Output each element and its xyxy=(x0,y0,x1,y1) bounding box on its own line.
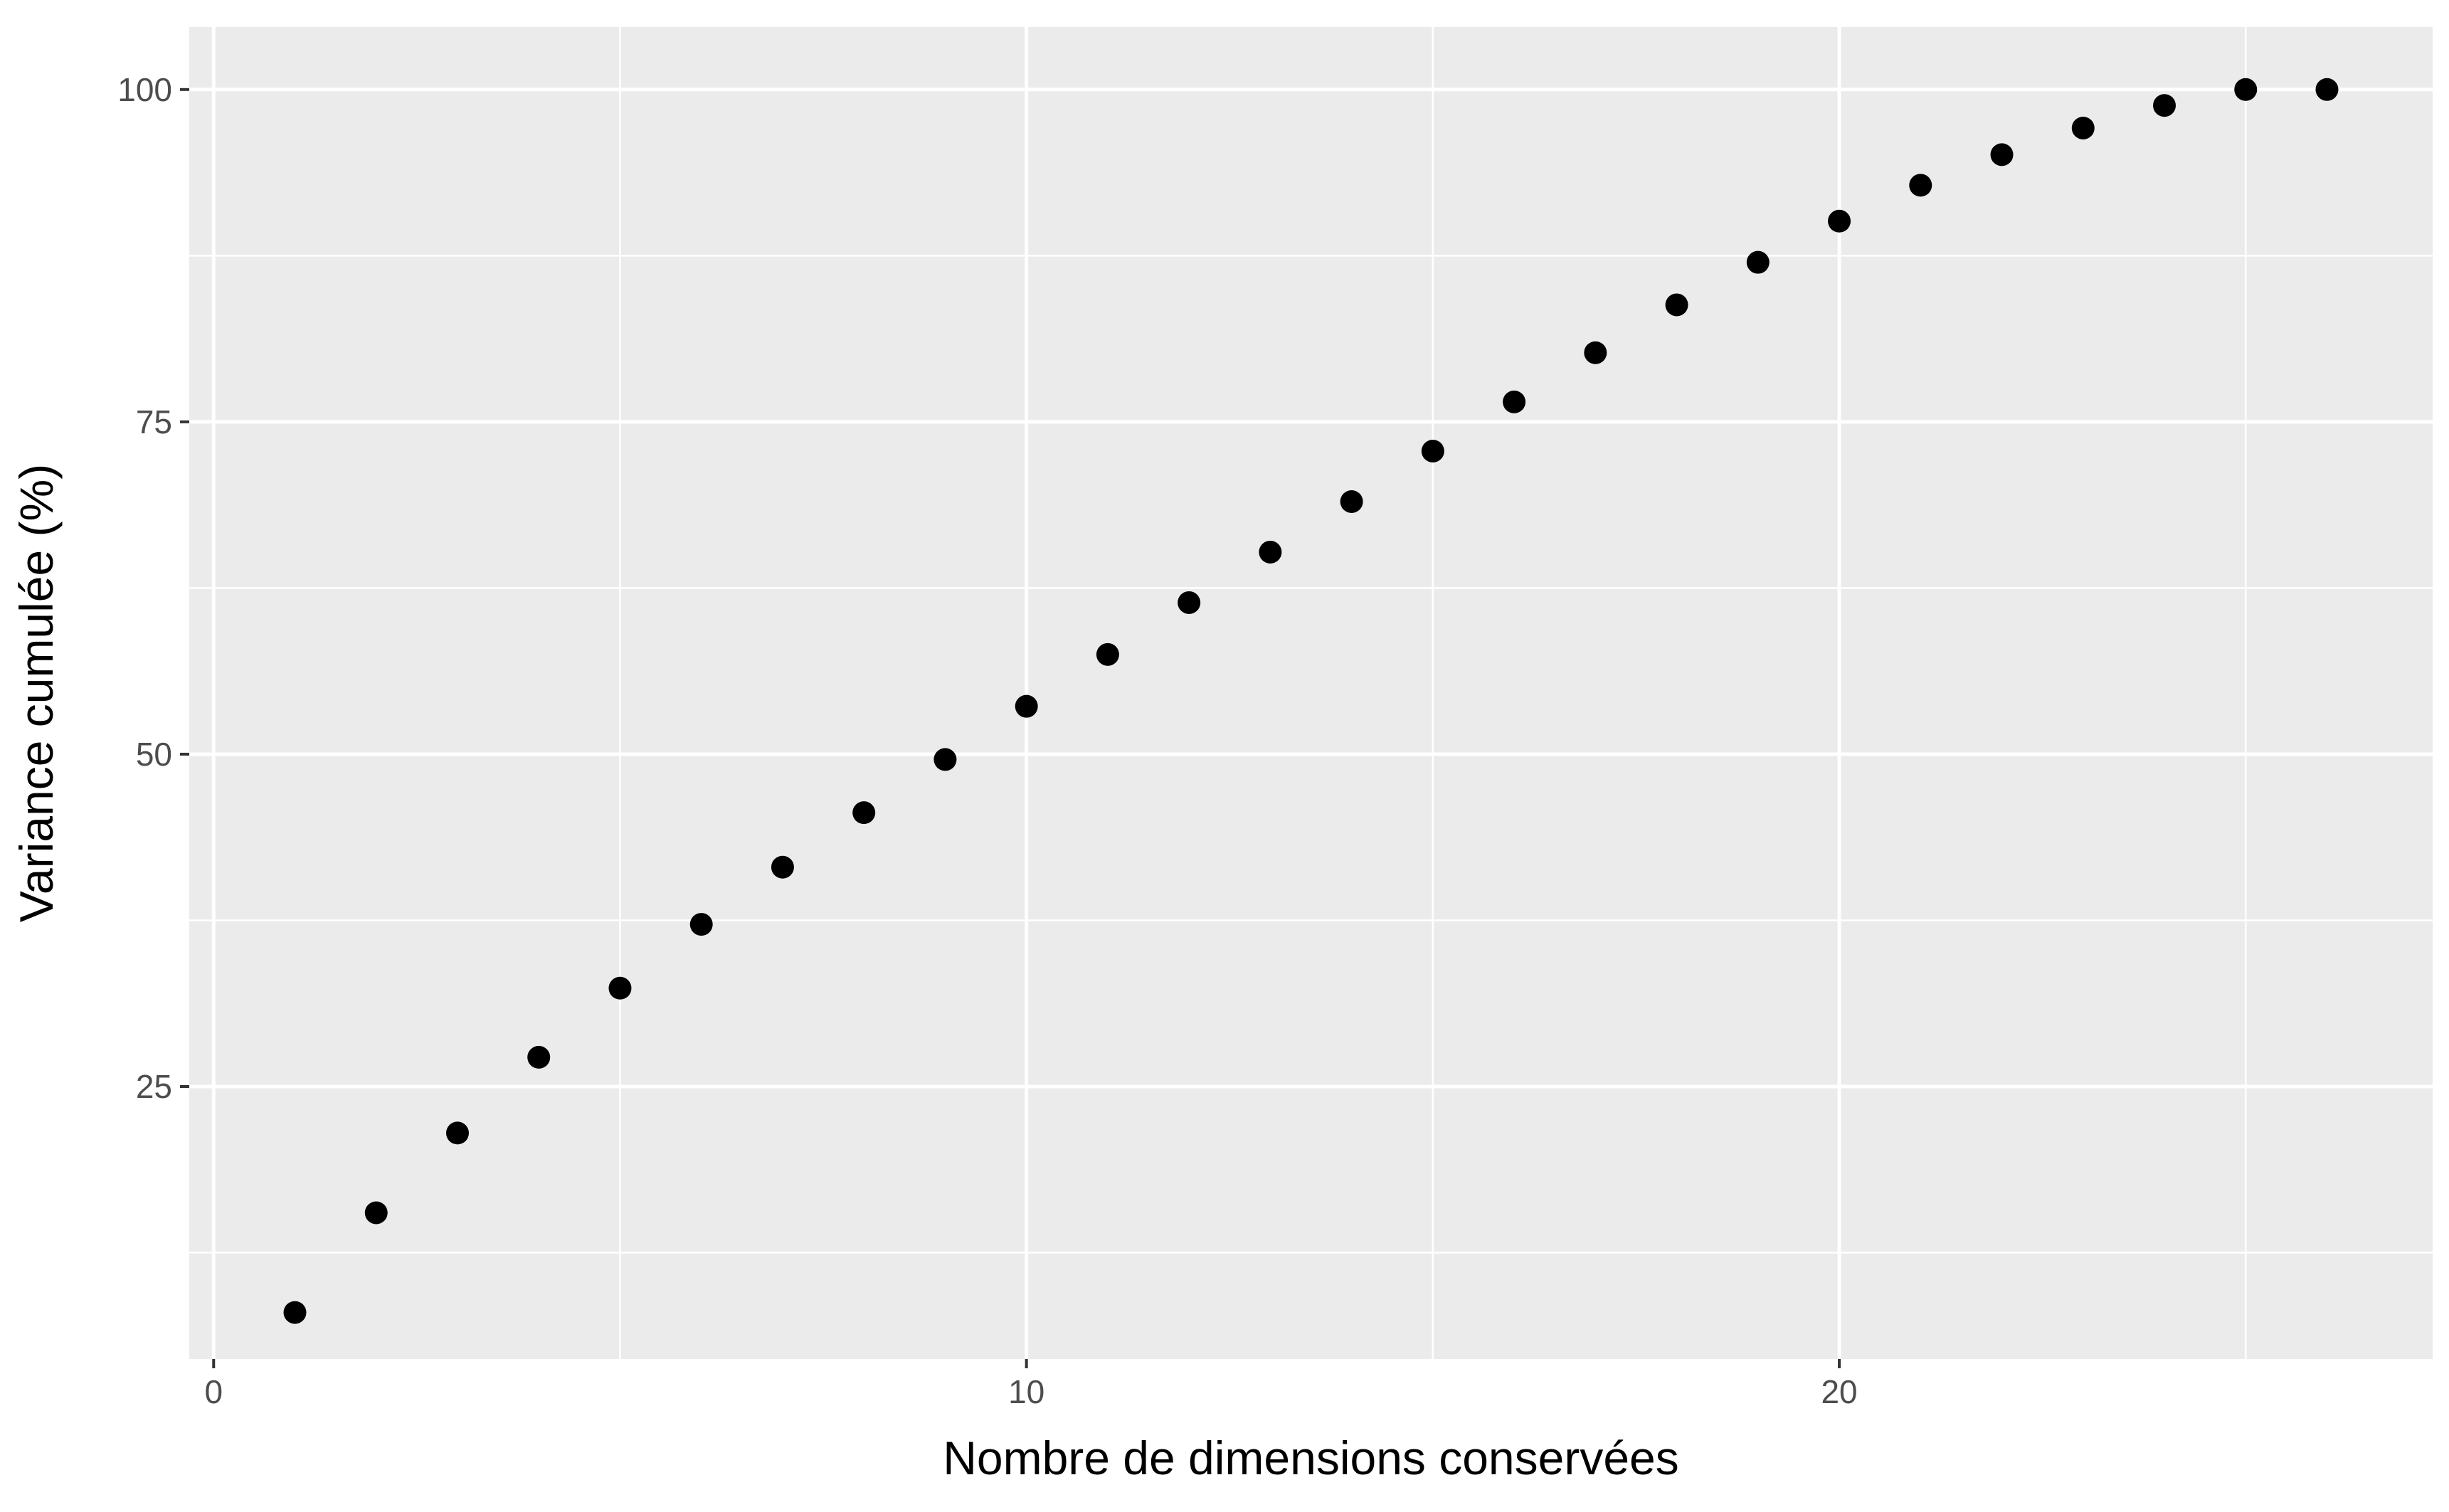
data-point xyxy=(1096,643,1119,666)
x-axis: 0 10 20 xyxy=(204,1359,1858,1410)
data-point xyxy=(283,1301,307,1324)
data-point xyxy=(2234,78,2258,101)
data-point xyxy=(1015,694,1038,718)
data-point xyxy=(608,976,632,1000)
data-point xyxy=(852,801,876,825)
y-tick-label: 50 xyxy=(136,736,172,773)
data-point xyxy=(445,1121,469,1145)
y-tick-label: 25 xyxy=(136,1068,172,1105)
data-point xyxy=(1990,143,2014,166)
data-point xyxy=(364,1201,388,1225)
data-point xyxy=(1746,250,1770,274)
x-axis-title: Nombre de dimensions conservées xyxy=(943,1432,1679,1484)
data-point xyxy=(1584,341,1607,364)
data-point xyxy=(2153,94,2176,117)
data-point xyxy=(2315,78,2339,101)
x-tick-label: 0 xyxy=(204,1373,223,1410)
y-tick-label: 100 xyxy=(117,71,172,108)
y-axis-title: Variance cumulée (%) xyxy=(10,464,63,922)
data-point xyxy=(527,1045,551,1069)
x-tick-label: 10 xyxy=(1008,1373,1044,1410)
plot-panel xyxy=(189,27,2433,1359)
data-point xyxy=(1828,209,1851,233)
data-point xyxy=(1340,490,1363,513)
data-point xyxy=(1421,439,1444,462)
minor-gridlines xyxy=(189,27,2433,1359)
data-point xyxy=(1909,174,1932,197)
data-points xyxy=(283,78,2339,1324)
data-point xyxy=(689,913,713,936)
data-point xyxy=(1259,540,1282,564)
major-gridlines xyxy=(189,27,2433,1359)
y-tick-label: 75 xyxy=(136,403,172,440)
data-point xyxy=(2071,116,2095,139)
data-point xyxy=(1665,293,1688,317)
data-point xyxy=(1503,390,1526,413)
y-axis: 25 50 75 100 xyxy=(117,71,189,1105)
data-point xyxy=(771,855,794,879)
data-point xyxy=(933,748,957,771)
data-point xyxy=(1178,591,1201,614)
x-tick-label: 20 xyxy=(1821,1373,1857,1410)
